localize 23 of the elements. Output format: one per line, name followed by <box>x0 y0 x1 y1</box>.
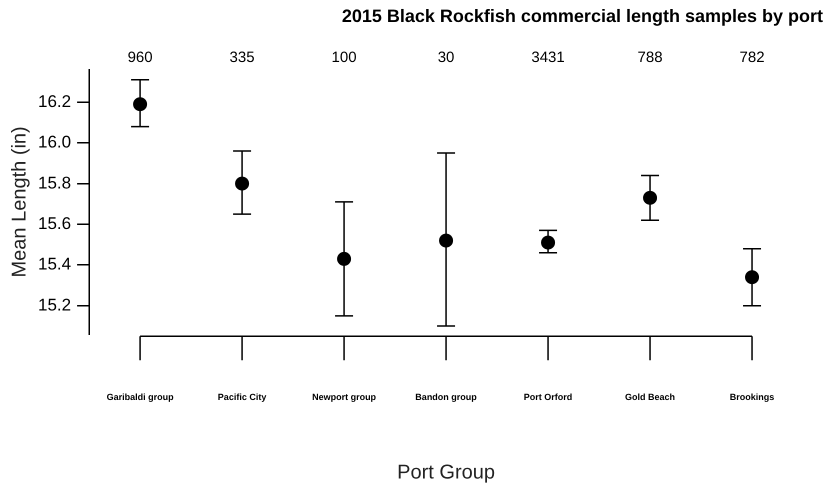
chart-title: 2015 Black Rockfish commercial length samples by port <box>342 6 823 26</box>
x-tick-label: Garibaldi group <box>106 392 174 402</box>
x-tick-label: Newport group <box>312 392 377 402</box>
y-tick-label: 16.2 <box>38 92 72 111</box>
y-tick-label: 15.2 <box>38 295 72 314</box>
y-tick-label: 15.6 <box>38 214 72 233</box>
y-tick-label: 16.0 <box>38 132 72 152</box>
x-tick-label: Bandon group <box>415 392 478 402</box>
x-tick-label: Pacific City <box>218 392 266 402</box>
x-axis-title: Port Group <box>397 462 495 484</box>
text: 960 <box>128 49 153 66</box>
text: 3431 <box>531 49 565 66</box>
x-tick-label: Brookings <box>730 392 774 402</box>
text: 30 <box>438 49 454 66</box>
x-tick-label: Port Orford <box>524 392 572 402</box>
text: 788 <box>638 49 663 66</box>
x-tick-label: Gold Beach <box>625 392 676 402</box>
text: 782 <box>740 49 765 66</box>
y-tick-label: 15.4 <box>38 254 72 274</box>
text: 100 <box>332 49 357 66</box>
y-tick-label: 15.8 <box>38 173 72 192</box>
y-axis-title: Mean Length (in) <box>8 126 31 278</box>
text: 335 <box>230 49 255 66</box>
